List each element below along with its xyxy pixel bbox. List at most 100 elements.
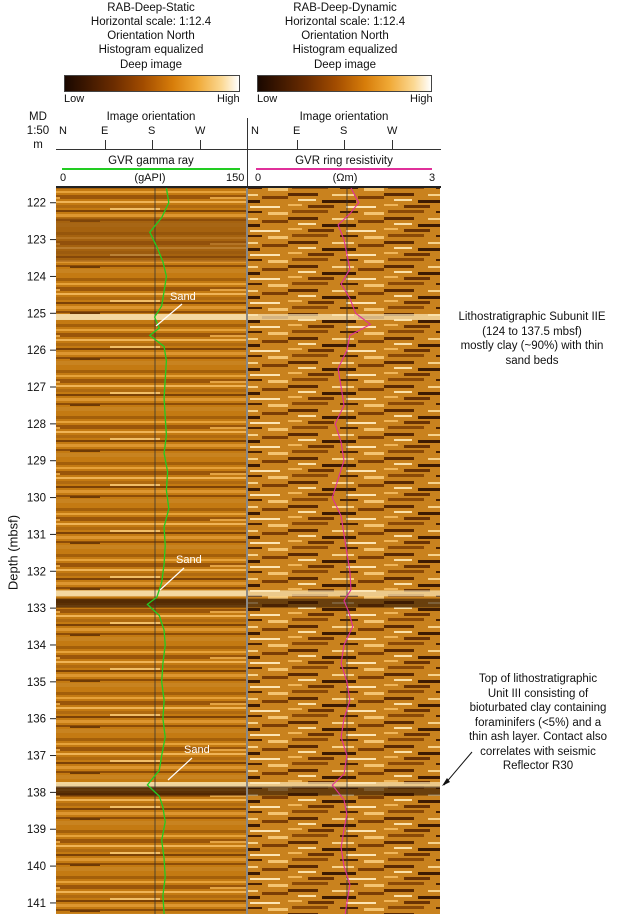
md-ratio: 1:50 [26, 125, 50, 137]
contact-arrow [443, 751, 473, 786]
unit-note-line-3: bioturbated clay containing [469, 702, 607, 714]
gamma-max: 150 [226, 172, 245, 184]
static-title-block: RAB-Deep-Static Horizontal scale: 1:12.4… [55, 1, 247, 57]
dynamic-title: RAB-Deep-Dynamic [293, 2, 397, 14]
md-label: MD [29, 111, 47, 123]
gamma-legend-line [62, 168, 240, 170]
dynamic-colorbar [257, 75, 432, 92]
static-colorbar-high: High [217, 93, 240, 105]
y-tick-label: 138 [27, 787, 46, 799]
dynamic-dark-layer [248, 786, 440, 796]
subunit-note-line-2: (124 to 137.5 mbsf) [482, 325, 582, 338]
y-tick-label: 125 [27, 308, 46, 320]
sand-label-3: Sand [184, 744, 210, 756]
dynamic-orient-w: W [387, 125, 398, 137]
sand-arrow-3 [167, 757, 193, 781]
y-tick-label: 135 [27, 677, 46, 689]
header-bottom-line [56, 186, 441, 188]
resistivity-title: GVR ring resistivity [295, 155, 393, 167]
sand-label-2: Sand [176, 554, 202, 566]
y-tick-label: 129 [27, 456, 46, 468]
unit-note-line-6: correlates with seismic [480, 745, 596, 758]
y-tick-label: 139 [27, 824, 46, 836]
dynamic-scale: Horizontal scale: 1:12.4 [284, 16, 406, 28]
md-unit: m [33, 139, 43, 151]
dynamic-colorbar-title: Deep image [313, 59, 376, 71]
resistivity-unit: (Ωm) [332, 172, 358, 184]
subunit-note-line-1: Lithostratigraphic Subunit IIE [458, 311, 606, 323]
y-tick-label: 122 [27, 198, 46, 210]
sand-arrow-1 [155, 303, 183, 327]
dynamic-dark-layer [248, 598, 440, 608]
y-tick-label: 124 [27, 271, 47, 283]
unit-note-line-5: thin ash layer. Contact also [468, 731, 608, 743]
unit-note-line-4: foraminifers (<5%) and a [474, 716, 602, 729]
resistivity-min: 0 [255, 172, 262, 184]
dynamic-orientation-note: Orientation North [301, 30, 389, 42]
static-colorbar-title: Deep image [119, 59, 182, 71]
dynamic-image-track [248, 188, 440, 914]
dynamic-sand-layer [248, 313, 440, 320]
static-sand-layer [56, 782, 246, 789]
y-tick-label: 141 [27, 898, 46, 910]
y-tick-label: 137 [27, 751, 46, 763]
dynamic-orient-s: S [340, 125, 348, 137]
dynamic-sand-layer [248, 590, 440, 597]
static-orientation-note: Orientation North [107, 30, 195, 42]
gamma-min: 0 [60, 172, 67, 184]
y-tick-label: 131 [27, 529, 46, 541]
y-tick-label: 127 [27, 382, 46, 394]
static-colorbar-low: Low [64, 93, 85, 105]
contact-arrowhead [442, 778, 450, 787]
unit-note: Top of lithostratigraphic Unit III consi… [462, 672, 614, 774]
dynamic-orientation-title: Image orientation [299, 111, 389, 123]
dynamic-title-block: RAB-Deep-Dynamic Horizontal scale: 1:12.… [250, 1, 440, 57]
static-sand-layer [56, 590, 246, 597]
static-orient-w: W [195, 125, 206, 137]
static-colorbar [64, 75, 240, 92]
static-title: RAB-Deep-Static [107, 2, 195, 14]
y-tick-label: 130 [27, 493, 46, 505]
unit-note-line-2: Unit III consisting of [487, 687, 589, 700]
unit-note-line-1: Top of lithostratigraphic [478, 673, 598, 685]
static-orientation-title: Image orientation [106, 111, 196, 123]
y-tick-label: 128 [27, 419, 46, 431]
dynamic-orient-e: E [293, 125, 301, 137]
dynamic-colorbar-high: High [410, 93, 433, 105]
orient-tick-dynamic-w [392, 140, 393, 149]
y-tick-label: 132 [27, 566, 46, 578]
unit-note-line-7: Reflector R30 [502, 760, 574, 772]
gamma-ray-curve [146, 187, 170, 915]
static-dark-band [56, 217, 246, 262]
y-tick-label: 136 [27, 714, 46, 726]
resistivity-max: 3 [429, 172, 436, 184]
subunit-note-line-4: sand beds [505, 354, 559, 367]
y-tick-label: 134 [27, 640, 47, 652]
dynamic-orient-n: N [251, 125, 259, 137]
orient-tick-static-w [200, 140, 201, 149]
sand-label-1: Sand [170, 291, 196, 303]
gamma-title: GVR gamma ray [108, 155, 194, 167]
orientation-axis-line [56, 149, 441, 150]
orient-tick-static-e [105, 140, 106, 149]
dynamic-colorbar-low: Low [257, 93, 278, 105]
static-dark-layer [56, 786, 246, 796]
static-orient-s: S [148, 125, 156, 137]
static-scale: Horizontal scale: 1:12.4 [90, 16, 212, 28]
y-tick-label: 123 [27, 235, 46, 247]
panel-divider [247, 118, 248, 188]
static-dark-layer [56, 598, 246, 608]
static-image-track [56, 188, 246, 914]
dynamic-sand-layer [248, 782, 440, 789]
gamma-unit: (gAPI) [134, 172, 166, 184]
sand-arrow-2 [159, 567, 185, 591]
y-tick-label: 133 [27, 603, 46, 615]
subunit-note: Lithostratigraphic Subunit IIE (124 to 1… [450, 310, 614, 368]
orient-tick-dynamic-s [344, 140, 345, 149]
static-orient-e: E [101, 125, 109, 137]
resistivity-curve [331, 187, 372, 915]
subunit-note-line-3: mostly clay (~90%) with thin [460, 340, 604, 352]
y-tick-label: 126 [27, 345, 46, 357]
y-axis-title: Depth (mbsf) [5, 514, 21, 591]
